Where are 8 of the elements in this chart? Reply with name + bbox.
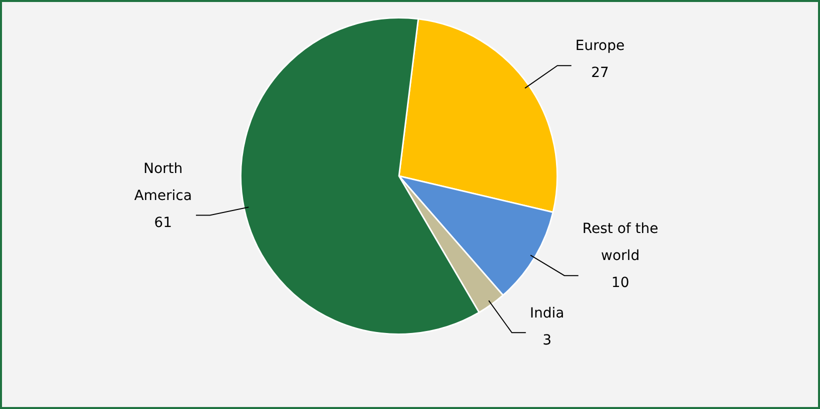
slice-label: Europe	[575, 38, 625, 54]
data-label: 61	[154, 214, 172, 231]
slice-label: Rest of the world	[582, 221, 658, 264]
slice-label: India	[530, 305, 564, 322]
data-label: 3	[542, 332, 552, 348]
data-label: 27	[591, 65, 609, 82]
slice-label: North America	[134, 160, 192, 204]
data-label: 10	[611, 275, 630, 292]
